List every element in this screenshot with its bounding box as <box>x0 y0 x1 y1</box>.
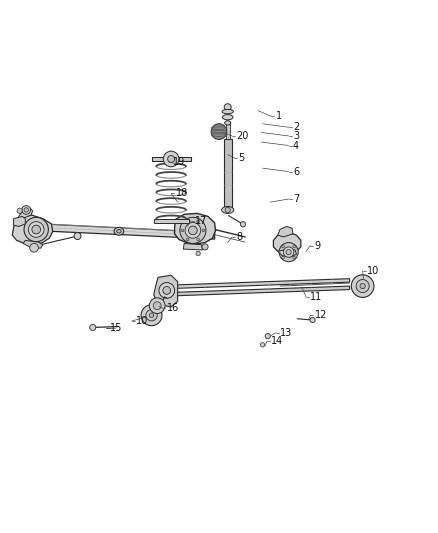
Circle shape <box>351 275 374 297</box>
Polygon shape <box>175 213 215 244</box>
Text: 6: 6 <box>293 167 299 176</box>
Circle shape <box>224 104 231 111</box>
Circle shape <box>188 226 197 235</box>
Circle shape <box>90 325 96 330</box>
Circle shape <box>360 284 365 289</box>
Circle shape <box>279 243 298 262</box>
Circle shape <box>240 222 246 227</box>
Circle shape <box>146 310 157 321</box>
Ellipse shape <box>222 206 234 213</box>
Circle shape <box>197 238 199 241</box>
Text: 20: 20 <box>237 131 249 141</box>
Polygon shape <box>14 216 25 227</box>
Polygon shape <box>152 157 191 161</box>
Polygon shape <box>154 275 178 307</box>
Circle shape <box>282 256 284 259</box>
Text: 5: 5 <box>239 152 245 163</box>
Circle shape <box>30 244 39 252</box>
Circle shape <box>186 238 189 241</box>
Ellipse shape <box>114 228 124 235</box>
Circle shape <box>141 305 162 326</box>
Bar <box>224 139 232 209</box>
Polygon shape <box>154 219 188 223</box>
Circle shape <box>356 279 369 293</box>
Circle shape <box>293 256 296 259</box>
Circle shape <box>74 232 81 239</box>
Text: 10: 10 <box>136 316 148 326</box>
Text: 12: 12 <box>315 310 327 320</box>
Text: 1: 1 <box>276 111 282 122</box>
Circle shape <box>186 220 189 223</box>
Circle shape <box>202 229 205 232</box>
Text: 9: 9 <box>315 240 321 251</box>
Text: 18: 18 <box>176 188 188 198</box>
Circle shape <box>181 229 184 232</box>
Text: 4: 4 <box>293 141 299 150</box>
Polygon shape <box>167 286 350 296</box>
Circle shape <box>260 343 265 347</box>
Circle shape <box>32 225 41 234</box>
Circle shape <box>225 207 230 213</box>
Circle shape <box>283 247 294 257</box>
Text: 17: 17 <box>195 216 208 226</box>
Polygon shape <box>167 279 350 289</box>
Circle shape <box>202 244 208 250</box>
Bar <box>226 122 230 139</box>
Text: 16: 16 <box>167 303 179 313</box>
Circle shape <box>265 334 270 339</box>
Circle shape <box>149 313 154 318</box>
Circle shape <box>24 217 48 241</box>
Text: 7: 7 <box>293 194 299 204</box>
Circle shape <box>149 298 165 313</box>
Circle shape <box>28 222 44 237</box>
Circle shape <box>310 318 315 322</box>
Circle shape <box>180 217 206 244</box>
Ellipse shape <box>36 223 45 232</box>
Text: 10: 10 <box>367 266 379 276</box>
Text: 14: 14 <box>271 336 283 346</box>
Polygon shape <box>278 250 297 257</box>
Circle shape <box>24 208 28 212</box>
Circle shape <box>185 223 201 238</box>
Circle shape <box>163 287 171 294</box>
Circle shape <box>286 249 291 255</box>
Text: 2: 2 <box>293 122 299 132</box>
Ellipse shape <box>223 115 233 120</box>
Circle shape <box>22 206 31 214</box>
Circle shape <box>17 208 22 213</box>
Circle shape <box>211 124 227 140</box>
Circle shape <box>159 282 175 298</box>
Ellipse shape <box>117 230 121 233</box>
Polygon shape <box>12 215 53 245</box>
Circle shape <box>282 245 284 248</box>
Polygon shape <box>273 232 301 254</box>
Text: 8: 8 <box>237 232 243 242</box>
Polygon shape <box>23 240 43 248</box>
Text: 3: 3 <box>293 131 299 141</box>
Polygon shape <box>41 224 215 239</box>
Circle shape <box>163 151 179 167</box>
Polygon shape <box>184 244 202 250</box>
Circle shape <box>196 251 200 256</box>
Text: 15: 15 <box>110 324 123 333</box>
Text: 13: 13 <box>280 328 292 337</box>
Circle shape <box>153 302 161 310</box>
Circle shape <box>168 156 175 163</box>
Text: 11: 11 <box>311 292 323 302</box>
Ellipse shape <box>225 120 231 125</box>
Ellipse shape <box>222 109 233 114</box>
Text: 19: 19 <box>173 157 186 167</box>
Polygon shape <box>278 227 293 237</box>
Polygon shape <box>18 208 33 220</box>
Circle shape <box>293 245 296 248</box>
Circle shape <box>197 220 199 223</box>
